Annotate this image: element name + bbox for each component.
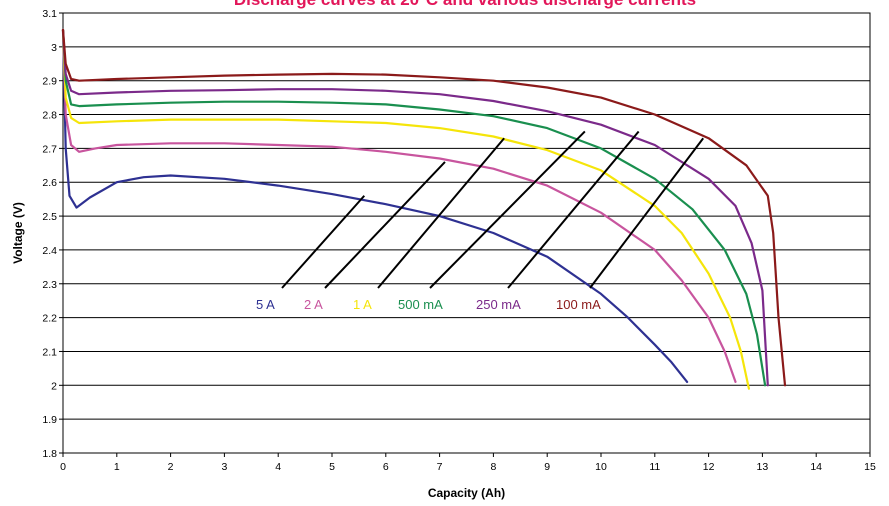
y-tick-label: 2.7 — [42, 143, 57, 155]
y-tick-label: 2.3 — [42, 279, 57, 291]
y-tick-label: 1.9 — [42, 414, 57, 426]
series-line-100ma — [61, 28, 787, 387]
series-label-500ma: 500 mA — [398, 297, 443, 312]
y-tick-label: 1.8 — [42, 448, 57, 460]
x-tick-label: 9 — [544, 461, 550, 473]
series-line-500ma — [61, 28, 767, 387]
x-axis-ticks: 0 1 2 3 4 5 6 7 8 9 10 11 12 13 14 15 — [60, 453, 876, 473]
leader-line — [281, 195, 366, 289]
x-tick-label: 12 — [703, 461, 715, 473]
series-label-250ma: 250 mA — [476, 297, 521, 312]
leader-line — [507, 130, 640, 289]
series-label-1a: 1 A — [353, 297, 372, 312]
x-tick-label: 3 — [221, 461, 227, 473]
chart-title: Discharge curves at 20°C and various dis… — [234, 0, 696, 9]
label-leader-lines — [281, 130, 705, 289]
x-tick-label: 15 — [864, 461, 876, 473]
y-tick-label: 2.2 — [42, 313, 57, 325]
series-label-100ma: 100 mA — [556, 297, 601, 312]
plot-area-frame — [62, 12, 871, 454]
x-tick-label: 11 — [649, 461, 660, 473]
x-tick-label: 8 — [490, 461, 496, 473]
y-tick-label: 2.4 — [42, 245, 57, 257]
series-label-5a: 5 A — [256, 297, 275, 312]
y-tick-label: 2 — [51, 380, 57, 392]
series-line-1a — [61, 28, 750, 390]
y-tick-label: 2.8 — [42, 110, 57, 122]
y-tick-label: 3.1 — [42, 8, 57, 20]
x-tick-label: 13 — [757, 461, 769, 473]
series-line-5a — [61, 28, 689, 383]
x-tick-label: 7 — [437, 461, 443, 473]
x-tick-label: 5 — [329, 461, 335, 473]
leader-line — [589, 137, 705, 289]
series-line-250ma — [61, 28, 769, 387]
series-label-2a: 2 A — [304, 297, 323, 312]
x-tick-label: 2 — [168, 461, 174, 473]
x-tick-label: 6 — [383, 461, 389, 473]
y-axis-label: Voltage (V) — [11, 202, 25, 264]
series-lines — [61, 28, 787, 390]
leader-line — [324, 161, 446, 289]
leader-line — [429, 130, 586, 289]
y-tick-label: 2.9 — [42, 76, 57, 88]
x-tick-label: 14 — [810, 461, 822, 473]
y-tick-label: 2.5 — [42, 211, 57, 223]
series-line-2a — [61, 28, 737, 383]
y-axis-ticks: 1.8 1.9 2 2.1 2.2 2.3 2.4 2.5 2.6 2.7 2.8 2.9 3 3.1 — [42, 8, 63, 460]
y-tick-label: 2.6 — [42, 177, 57, 189]
x-tick-label: 10 — [595, 461, 607, 473]
x-tick-label: 1 — [114, 461, 120, 473]
leader-line — [377, 137, 505, 289]
series-labels: 5 A 2 A 1 A 500 mA 250 mA 100 mA — [256, 297, 601, 312]
x-axis-label: Capacity (Ah) — [428, 486, 505, 500]
y-tick-label: 3 — [51, 42, 57, 54]
x-tick-label: 4 — [275, 461, 281, 473]
y-tick-label: 2.1 — [42, 346, 57, 358]
x-tick-label: 0 — [60, 461, 66, 473]
